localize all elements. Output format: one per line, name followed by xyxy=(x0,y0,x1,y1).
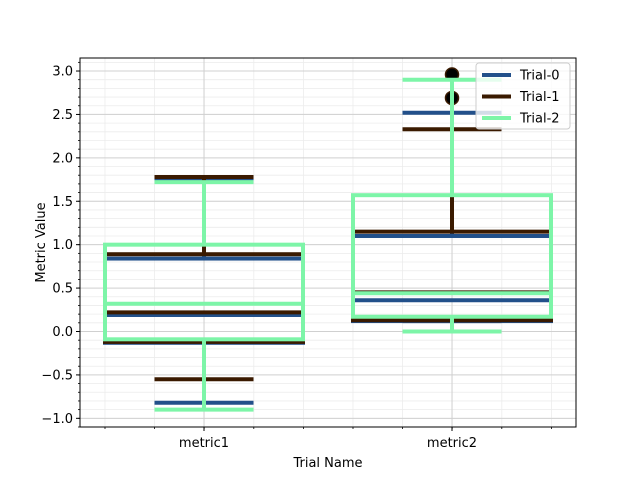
y-tick-label: 0.5 xyxy=(52,282,73,297)
x-axis-label: Trial Name xyxy=(292,456,362,471)
x-tick-label-metric1: metric1 xyxy=(179,436,229,451)
y-tick-label: −1.0 xyxy=(41,412,73,427)
legend-label-Trial-2: Trial-2 xyxy=(519,112,560,127)
legend-label-Trial-0: Trial-0 xyxy=(519,69,560,84)
y-tick-label: 1.0 xyxy=(52,238,73,253)
y-tick-label: 2.0 xyxy=(52,151,73,166)
y-tick-label: 1.5 xyxy=(52,195,73,210)
y-axis-label: Metric Value xyxy=(34,202,49,282)
plot-area-frame xyxy=(79,57,577,428)
axes: −1.0 −0.5 0.0 0.5 1.0 1.5 2.0 2.5 3.0 metric1 metr… xyxy=(41,61,552,451)
legend: Trial-0 Trial-1 Trial-2 xyxy=(475,62,571,130)
y-tick-label: 3.0 xyxy=(52,65,73,80)
box-series xyxy=(103,67,553,412)
legend-box xyxy=(475,62,571,130)
legend-label-Trial-1: Trial-1 xyxy=(519,90,560,105)
y-tick-label: −0.5 xyxy=(41,368,73,383)
y-tick-label: 0.0 xyxy=(52,325,73,340)
series-Trial-2 xyxy=(103,77,553,412)
y-tick-label: 2.5 xyxy=(52,108,73,123)
x-tick-label-metric2: metric2 xyxy=(427,436,477,451)
